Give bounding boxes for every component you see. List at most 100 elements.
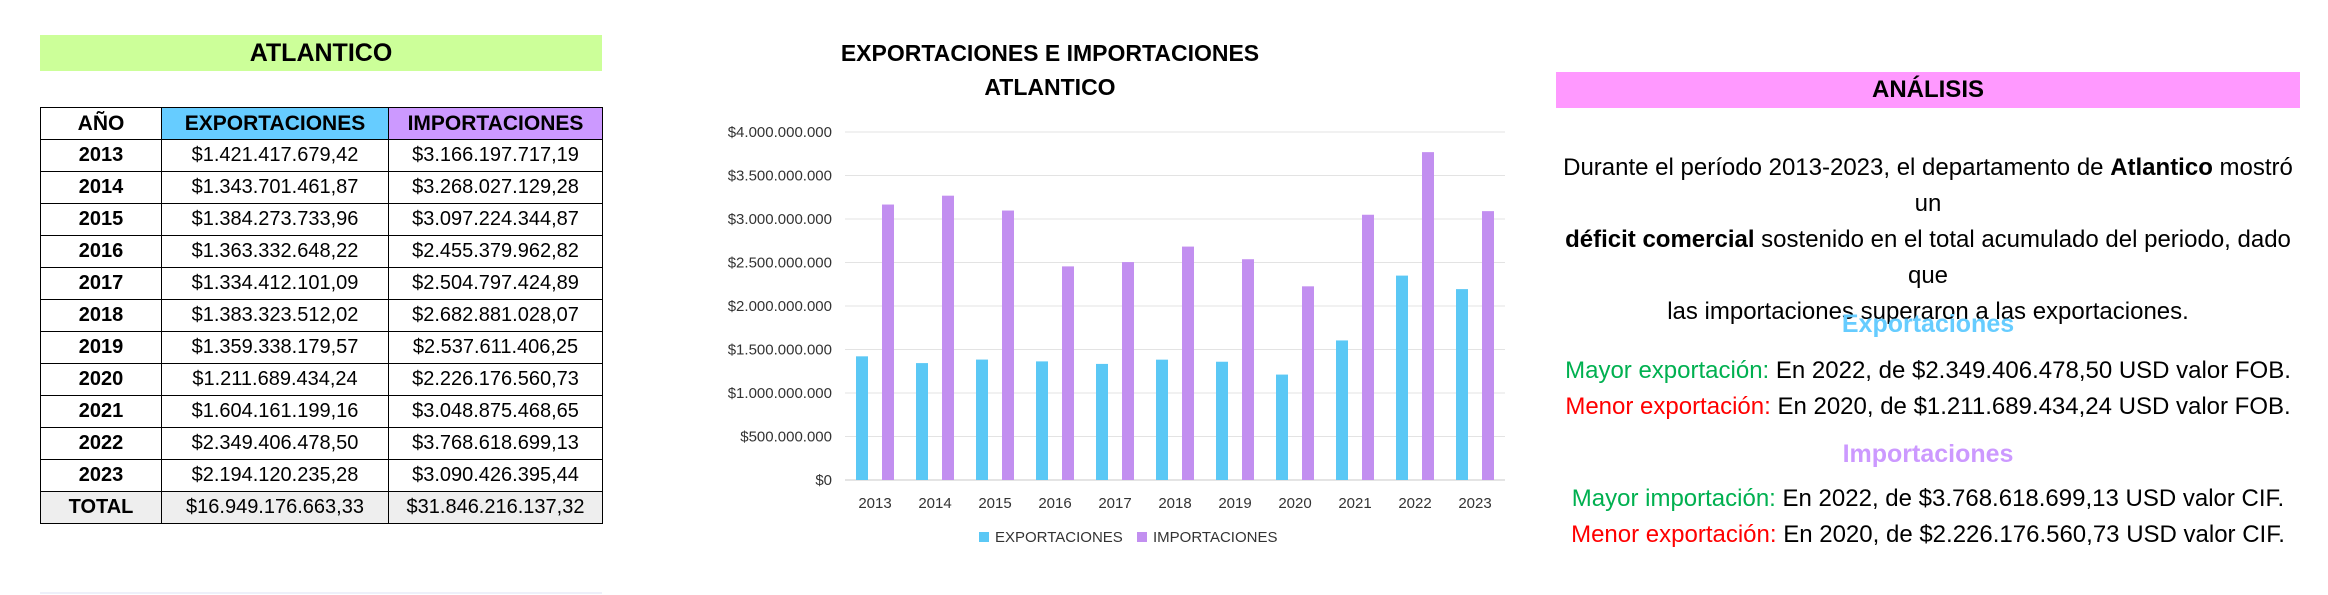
min-export-label: Menor exportación: <box>1565 393 1771 420</box>
y-tick-label: $3.000.000.000 <box>728 211 832 228</box>
analysis-title: ANÁLISIS <box>1556 72 2300 108</box>
cell-imports: $3.048.875.468,65 <box>388 395 603 428</box>
table-row: 2013 $1.421.417.679,42 $3.166.197.717,19 <box>40 139 603 172</box>
cell-year: 2013 <box>40 139 162 172</box>
cell-exports: $1.384.273.733,96 <box>161 203 389 236</box>
trade-table: AÑO EXPORTACIONES IMPORTACIONES 2013 $1.4… <box>40 107 603 524</box>
bar-exports <box>1336 340 1348 480</box>
analysis-paragraph: Durante el período 2013-2023, el departa… <box>1556 150 2300 330</box>
min-import-label: Menor exportación: <box>1571 521 1777 548</box>
bar-imports <box>1422 152 1434 480</box>
cell-imports: $3.768.618.699,13 <box>388 427 603 460</box>
divider <box>40 592 602 594</box>
cell-imports: $2.226.176.560,73 <box>388 363 603 396</box>
min-export-line: Menor exportación: En 2020, de $1.211.68… <box>1556 393 2300 421</box>
total-imports: $31.846.216.137,32 <box>388 491 603 524</box>
bar-exports <box>1456 289 1468 480</box>
max-export-line: Mayor exportación: En 2022, de $2.349.40… <box>1556 357 2300 385</box>
para-text: Durante el período 2013-2023, el departa… <box>1563 154 2111 181</box>
table-row: 2018 $1.383.323.512,02 $2.682.881.028,07 <box>40 299 603 332</box>
bar-imports <box>942 195 954 480</box>
cell-imports: $3.268.027.129,28 <box>388 171 603 204</box>
table-row: 2021 $1.604.161.199,16 $3.048.875.468,65 <box>40 395 603 428</box>
chart-subtitle: ATLANTICO <box>984 74 1116 100</box>
cell-year: 2019 <box>40 331 162 364</box>
bar-chart: $0 $500.000.000 $1.000.000.000 $1.500.000.0… <box>728 124 1505 546</box>
para-deficit: déficit comercial <box>1565 226 1755 253</box>
table-row: 2023 $2.194.120.235,28 $3.090.426.395,44 <box>40 459 603 492</box>
y-tick-label: $4.000.000.000 <box>728 124 832 141</box>
cell-exports: $1.383.323.512,02 <box>161 299 389 332</box>
cell-year: 2021 <box>40 395 162 428</box>
cell-year: 2023 <box>40 459 162 492</box>
cell-imports: $3.097.224.344,87 <box>388 203 603 236</box>
cell-year: 2020 <box>40 363 162 396</box>
max-import-text: En 2022, de $3.768.618.699,13 USD valor … <box>1775 485 2285 512</box>
bar-imports <box>1122 262 1134 480</box>
cell-exports: $1.211.689.434,24 <box>161 363 389 396</box>
cell-year: 2016 <box>40 235 162 268</box>
y-tick-label: $500.000.000 <box>740 429 832 446</box>
para-text: las importaciones superaron a las export… <box>1667 298 2189 325</box>
cell-imports: $3.090.426.395,44 <box>388 459 603 492</box>
x-tick-label: 2015 <box>978 495 1011 512</box>
y-tick-label: $2.500.000.000 <box>728 255 832 272</box>
y-tick-label: $0 <box>815 472 832 489</box>
bar-imports <box>1182 246 1194 480</box>
cell-exports: $1.343.701.461,87 <box>161 171 389 204</box>
max-export-label: Mayor exportación: <box>1565 357 1770 384</box>
x-tick-label: 2016 <box>1038 495 1071 512</box>
x-tick-label: 2014 <box>918 495 951 512</box>
bar-imports <box>1062 266 1074 480</box>
cell-imports: $2.455.379.962,82 <box>388 235 603 268</box>
bar-imports <box>1002 210 1014 480</box>
total-row: TOTAL $16.949.176.663,33 $31.846.216.137,3… <box>40 491 603 524</box>
header-exports: EXPORTACIONES <box>161 107 389 140</box>
cell-year: 2015 <box>40 203 162 236</box>
legend-swatch-imports <box>1137 532 1147 542</box>
table-row: 2019 $1.359.338.179,57 $2.537.611.406,25 <box>40 331 603 364</box>
y-tick-label: $2.000.000.000 <box>728 298 832 315</box>
max-export-text: En 2022, de $2.349.406.478,50 USD valor … <box>1769 357 2291 384</box>
cell-exports: $1.359.338.179,57 <box>161 331 389 364</box>
table-header-row: AÑO EXPORTACIONES IMPORTACIONES <box>40 107 603 140</box>
cell-imports: $2.537.611.406,25 <box>388 331 603 364</box>
bar-exports <box>1156 359 1168 480</box>
legend-label-imports: IMPORTACIONES <box>1153 529 1277 546</box>
bar-imports <box>1362 214 1374 480</box>
y-tick-label: $3.500.000.000 <box>728 168 832 185</box>
x-tick-label: 2017 <box>1098 495 1131 512</box>
bar-exports <box>1396 275 1408 480</box>
cell-imports: $2.682.881.028,07 <box>388 299 603 332</box>
bar-imports <box>1482 211 1494 480</box>
bar-imports <box>1302 286 1314 480</box>
bar-exports <box>1096 363 1108 480</box>
legend-swatch-exports <box>979 532 989 542</box>
table-row: 2020 $1.211.689.434,24 $2.226.176.560,73 <box>40 363 603 396</box>
cell-exports: $1.604.161.199,16 <box>161 395 389 428</box>
bar-imports <box>882 204 894 480</box>
x-tick-label: 2020 <box>1278 495 1311 512</box>
exports-section-title: Exportaciones <box>1841 310 2015 338</box>
header-year: AÑO <box>40 107 162 140</box>
min-import-text: En 2020, de $2.226.176.560,73 USD valor … <box>1776 521 2285 548</box>
table-row: 2017 $1.334.412.101,09 $2.504.797.424,89 <box>40 267 603 300</box>
bar-exports <box>916 363 928 480</box>
y-tick-label: $1.000.000.000 <box>728 385 832 402</box>
table-row: 2022 $2.349.406.478,50 $3.768.618.699,13 <box>40 427 603 460</box>
cell-exports: $1.334.412.101,09 <box>161 267 389 300</box>
chart-title: EXPORTACIONES E IMPORTACIONES <box>840 40 1260 66</box>
total-exports: $16.949.176.663,33 <box>161 491 389 524</box>
x-tick-label: 2023 <box>1458 495 1491 512</box>
region-title: ATLANTICO <box>40 35 602 71</box>
cell-exports: $2.194.120.235,28 <box>161 459 389 492</box>
bar-exports <box>1276 374 1288 480</box>
cell-year: 2014 <box>40 171 162 204</box>
legend-label-exports: EXPORTACIONES <box>995 529 1123 546</box>
bar-exports <box>856 356 868 480</box>
cell-year: 2018 <box>40 299 162 332</box>
para-text: sostenido en el total acumulado del peri… <box>1754 226 2291 289</box>
cell-exports: $1.363.332.648,22 <box>161 235 389 268</box>
bar-exports <box>1216 361 1228 480</box>
x-tick-label: 2013 <box>858 495 891 512</box>
